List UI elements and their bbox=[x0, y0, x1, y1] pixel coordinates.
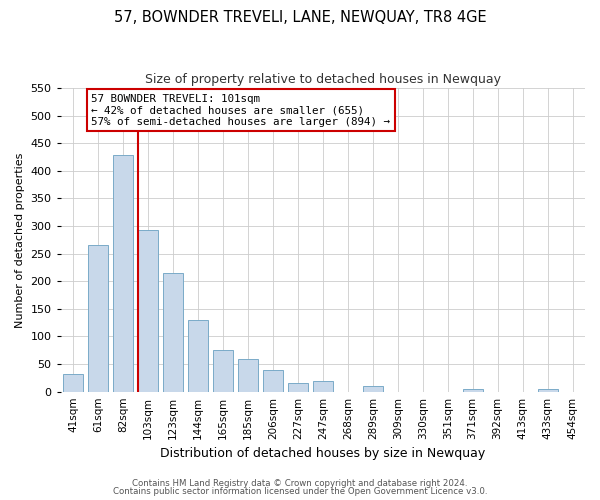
Bar bbox=[313, 380, 333, 392]
Text: Contains public sector information licensed under the Open Government Licence v3: Contains public sector information licen… bbox=[113, 487, 487, 496]
Bar bbox=[288, 384, 308, 392]
Text: 57 BOWNDER TREVELI: 101sqm
← 42% of detached houses are smaller (655)
57% of sem: 57 BOWNDER TREVELI: 101sqm ← 42% of deta… bbox=[91, 94, 390, 127]
Bar bbox=[88, 246, 108, 392]
Bar bbox=[363, 386, 383, 392]
Bar bbox=[138, 230, 158, 392]
Bar bbox=[463, 389, 482, 392]
Y-axis label: Number of detached properties: Number of detached properties bbox=[15, 152, 25, 328]
Text: Contains HM Land Registry data © Crown copyright and database right 2024.: Contains HM Land Registry data © Crown c… bbox=[132, 478, 468, 488]
Bar bbox=[538, 389, 557, 392]
Bar bbox=[163, 273, 183, 392]
Title: Size of property relative to detached houses in Newquay: Size of property relative to detached ho… bbox=[145, 72, 501, 86]
Bar bbox=[113, 156, 133, 392]
Bar bbox=[263, 370, 283, 392]
Bar bbox=[213, 350, 233, 392]
Bar bbox=[188, 320, 208, 392]
Bar bbox=[238, 358, 258, 392]
X-axis label: Distribution of detached houses by size in Newquay: Distribution of detached houses by size … bbox=[160, 447, 485, 460]
Text: 57, BOWNDER TREVELI, LANE, NEWQUAY, TR8 4GE: 57, BOWNDER TREVELI, LANE, NEWQUAY, TR8 … bbox=[113, 10, 487, 25]
Bar bbox=[63, 374, 83, 392]
